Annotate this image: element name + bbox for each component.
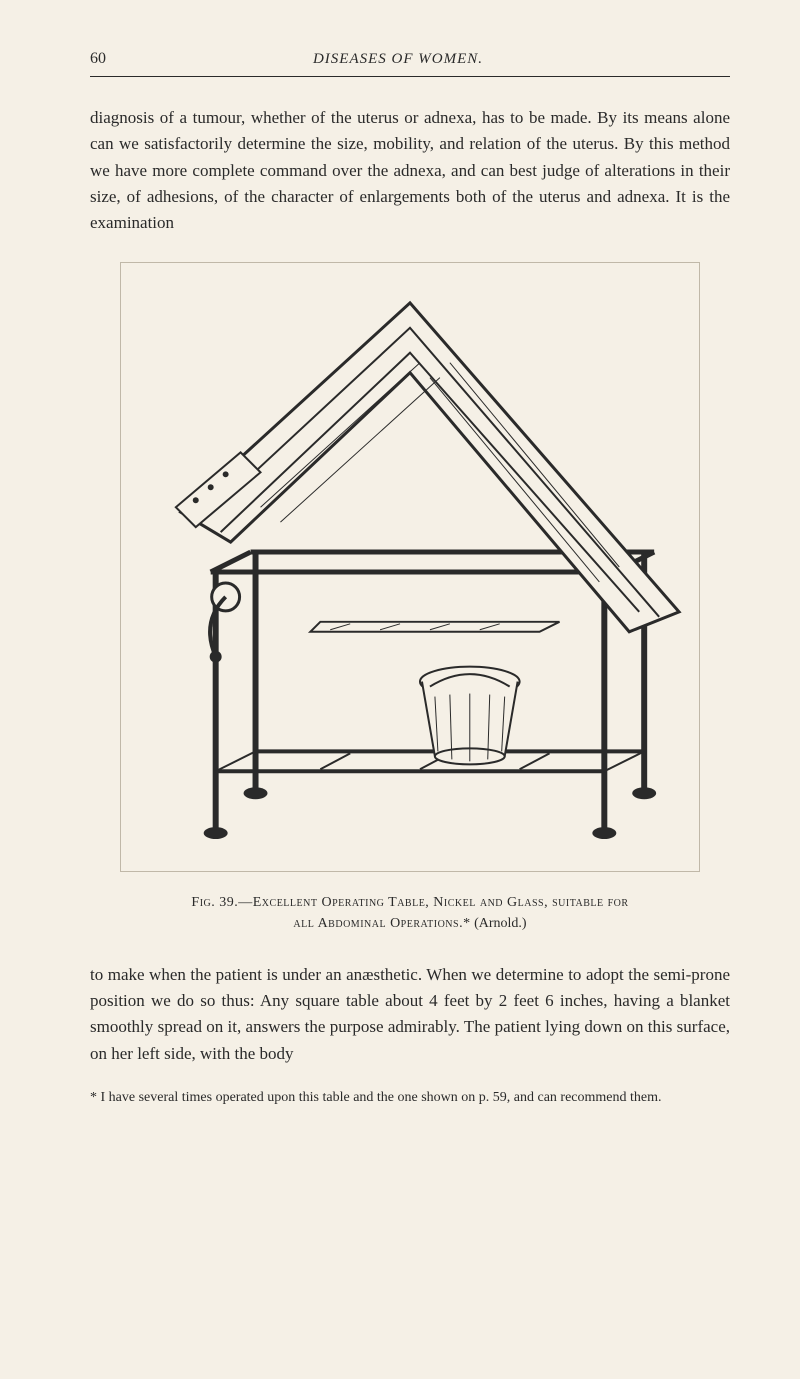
figure-caption-line2: all Abdominal Operations.* [293, 916, 470, 931]
page-number: 60 [90, 50, 106, 68]
footnote-marker: * [90, 1090, 97, 1105]
running-title: DISEASES OF WOMEN. [106, 51, 690, 68]
operating-table-engraving [121, 263, 699, 871]
footnote: * I have several times operated upon thi… [90, 1087, 730, 1108]
figure-illustration [120, 262, 700, 872]
body-paragraph-1: diagnosis of a tumour, whether of the ut… [90, 105, 730, 237]
page-header: 60 DISEASES OF WOMEN. [90, 50, 730, 68]
figure-number: Fig. 39. [191, 895, 238, 910]
figure-attribution: (Arnold.) [471, 916, 527, 931]
footnote-text: I have several times operated upon this … [97, 1090, 662, 1105]
body-paragraph-2: to make when the patient is under an anæ… [90, 962, 730, 1067]
figure-caption-line1: —Excellent Operating Table, Nickel and G… [238, 895, 628, 910]
figure-container [90, 262, 730, 872]
header-rule [90, 76, 730, 77]
figure-caption: Fig. 39.—Excellent Operating Table, Nick… [90, 892, 730, 934]
